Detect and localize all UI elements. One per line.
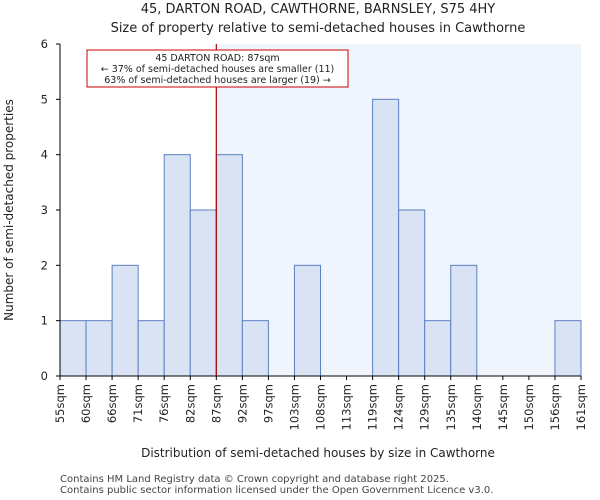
x-tick-label: 129sqm xyxy=(418,384,432,430)
x-tick-label: 135sqm xyxy=(444,384,458,430)
x-tick-label: 145sqm xyxy=(496,384,510,430)
bar xyxy=(189,209,217,377)
x-tick-label: 113sqm xyxy=(340,384,354,430)
bar xyxy=(398,209,426,377)
bar xyxy=(554,320,582,377)
plot-area: 0 1 2 3 4 5 6 55sqm 60sqm 66sqm 71sqm 76sqm 82sqm 87s… xyxy=(41,37,588,430)
bar xyxy=(137,320,165,377)
chart-title-line2: Size of property relative to semi-detach… xyxy=(111,21,526,36)
y-axis-label: Number of semi-detached properties xyxy=(2,99,16,321)
annotation-box xyxy=(86,49,349,88)
bar xyxy=(293,264,322,377)
y-tick-label: 4 xyxy=(41,148,48,162)
x-axis-label: Distribution of semi-detached houses by … xyxy=(141,446,495,460)
y-tick-label: 0 xyxy=(41,369,48,383)
bar xyxy=(215,154,243,377)
x-tick-label: 66sqm xyxy=(105,384,119,423)
x-tick-label: 140sqm xyxy=(470,384,484,430)
bar xyxy=(111,264,139,377)
bar xyxy=(450,264,478,377)
attribution-line2: Contains public sector information licen… xyxy=(60,485,494,496)
x-tick-label: 87sqm xyxy=(209,384,223,423)
x-tick-label: 124sqm xyxy=(392,384,406,430)
x-tick-label: 108sqm xyxy=(314,384,328,430)
bar xyxy=(241,320,269,377)
annotation-line1: 45 DARTON ROAD: 87sqm xyxy=(155,53,279,64)
annotation-line3: 63% of semi-detached houses are larger (… xyxy=(104,75,331,86)
x-tick-label: 103sqm xyxy=(287,384,301,430)
x-tick-label: 161sqm xyxy=(574,384,588,430)
x-tick-label: 60sqm xyxy=(79,384,93,423)
x-tick-label: 119sqm xyxy=(366,384,380,430)
annotation-line2: ← 37% of semi-detached houses are smalle… xyxy=(101,64,335,75)
bar xyxy=(372,98,400,377)
x-tick-label: 156sqm xyxy=(548,384,562,430)
y-tick-label: 6 xyxy=(41,37,48,51)
x-tick-label: 97sqm xyxy=(261,384,275,423)
x-tick-label: 71sqm xyxy=(131,384,145,423)
bar xyxy=(59,320,87,377)
attribution-line1: Contains HM Land Registry data © Crown c… xyxy=(60,474,449,485)
x-tick-label: 76sqm xyxy=(157,384,171,423)
x-tick-label: 150sqm xyxy=(522,384,536,430)
chart-title-line1: 45, DARTON ROAD, CAWTHORNE, BARNSLEY, S7… xyxy=(141,2,496,17)
y-tick-label: 5 xyxy=(41,92,48,106)
x-tick-label: 55sqm xyxy=(53,384,67,423)
y-tick-label: 3 xyxy=(41,203,48,217)
x-tick-label: 92sqm xyxy=(235,384,249,423)
bar xyxy=(163,154,191,377)
bar xyxy=(85,320,113,377)
y-tick-label: 1 xyxy=(41,314,48,328)
bar xyxy=(424,320,452,377)
y-tick-label: 2 xyxy=(41,258,48,272)
x-tick-label: 82sqm xyxy=(183,384,197,423)
